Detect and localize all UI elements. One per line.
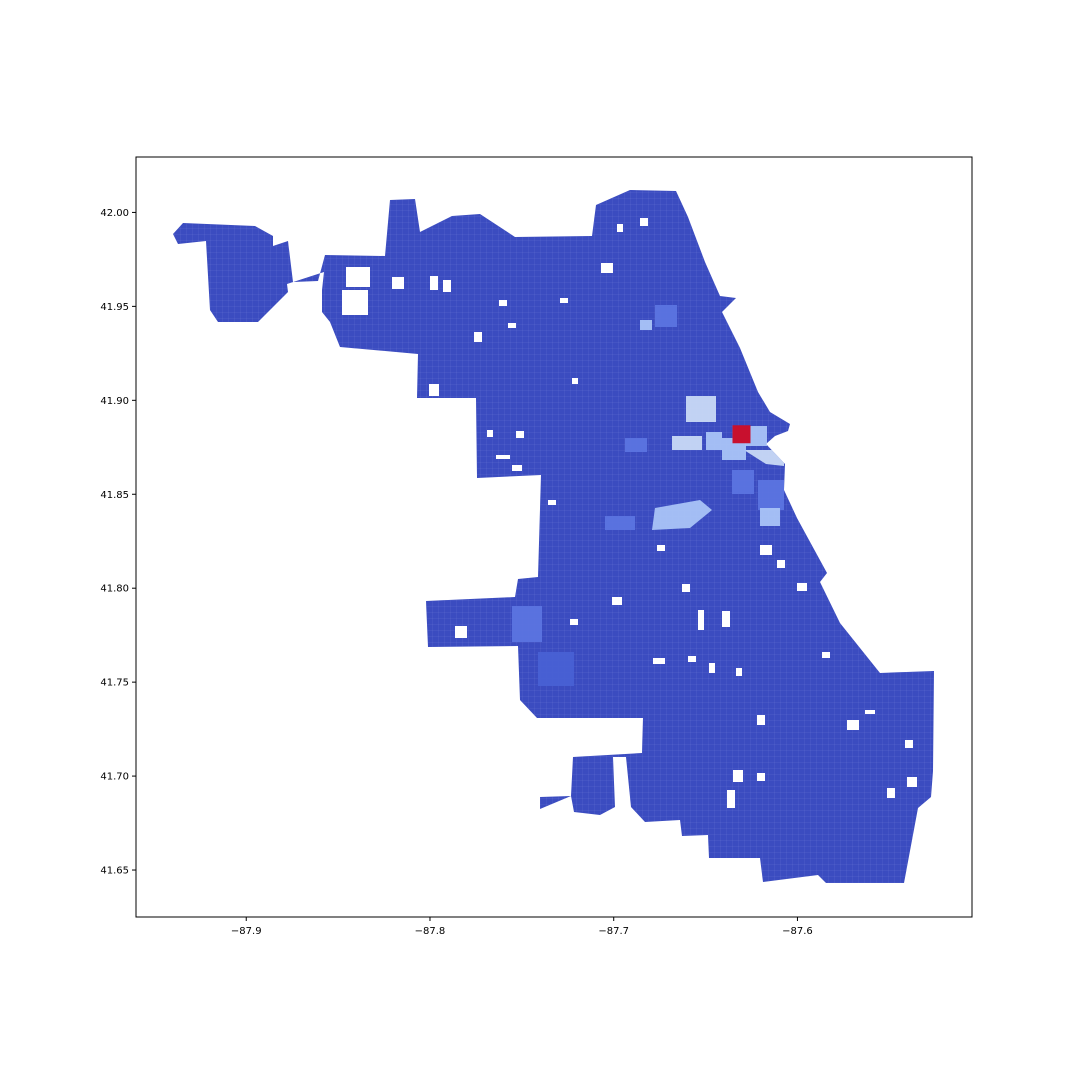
park-gap	[760, 545, 772, 555]
park-gaps	[342, 218, 917, 808]
high-density-tract	[625, 438, 647, 452]
downtown-hotspot-tract	[732, 425, 751, 444]
high-density-tract	[745, 426, 767, 446]
park-gap	[797, 583, 807, 591]
park-gap	[698, 610, 704, 630]
x-tick-label: −87.9	[231, 926, 262, 937]
park-gap	[709, 663, 715, 673]
park-gap	[601, 263, 613, 273]
park-gap	[474, 332, 482, 342]
high-density-tract	[706, 432, 722, 450]
park-gap	[865, 710, 875, 714]
y-tick-label: 41.75	[100, 678, 129, 689]
x-tick-label: −87.6	[782, 926, 813, 937]
park-gap	[907, 777, 917, 787]
park-gap	[657, 545, 665, 551]
park-gap	[905, 740, 913, 748]
high-density-tract	[640, 320, 652, 330]
park-gap	[727, 790, 735, 808]
park-gap	[487, 430, 493, 437]
park-gap	[847, 720, 859, 730]
park-gap	[572, 378, 578, 384]
park-gap	[682, 584, 690, 592]
park-gap	[516, 431, 524, 438]
park-gap	[777, 560, 785, 568]
park-gap	[443, 280, 451, 292]
park-gap	[560, 298, 568, 303]
census-block-grid	[173, 190, 934, 883]
park-gap	[736, 668, 742, 676]
park-gap	[612, 597, 622, 605]
park-gap	[548, 500, 556, 505]
high-density-tract	[760, 508, 780, 526]
park-gap	[887, 788, 895, 798]
high-density-tract	[538, 652, 574, 686]
park-gap	[512, 465, 522, 471]
high-density-tract	[758, 480, 784, 510]
park-gap	[570, 619, 578, 625]
y-tick-label: 41.95	[100, 302, 129, 313]
high-density-tract	[672, 436, 702, 450]
park-gap	[722, 611, 730, 627]
high-density-tract	[744, 450, 784, 466]
y-axis: 41.65 41.70 41.75 41.80 41.85 41.90 41.95 42.00	[100, 208, 136, 877]
park-gap	[757, 773, 765, 781]
y-tick-label: 41.85	[100, 490, 129, 501]
y-tick-label: 42.00	[100, 208, 129, 219]
high-density-tract	[732, 470, 754, 494]
plot-frame	[135, 156, 973, 918]
map-layer	[173, 190, 934, 883]
park-gap	[757, 715, 765, 725]
park-gap	[342, 290, 368, 315]
park-gap	[640, 218, 648, 226]
high-density-tract	[655, 305, 677, 327]
x-tick-label: −87.8	[415, 926, 446, 937]
park-gap	[346, 267, 370, 287]
park-gap	[430, 276, 438, 290]
park-gap	[496, 455, 510, 459]
park-gap	[499, 300, 507, 306]
y-tick-label: 41.65	[100, 866, 129, 877]
y-tick-label: 41.80	[100, 584, 129, 595]
park-gap	[822, 652, 830, 658]
park-gap	[455, 626, 467, 638]
high-density-tract	[722, 438, 746, 460]
park-gap	[508, 323, 516, 328]
high-density-tract	[686, 396, 716, 422]
park-gap	[429, 384, 439, 396]
park-gap	[392, 277, 404, 289]
park-gap	[653, 658, 665, 664]
y-tick-label: 41.90	[100, 396, 129, 407]
park-gap	[688, 656, 696, 662]
y-tick-label: 41.70	[100, 772, 129, 783]
high-density-tract	[512, 606, 542, 642]
x-axis: −87.9 −87.8 −87.7 −87.6	[231, 917, 813, 937]
park-gap	[617, 224, 623, 232]
park-gap	[733, 770, 743, 782]
high-density-tract	[652, 500, 712, 530]
x-tick-label: −87.7	[598, 926, 629, 937]
high-density-tract	[605, 516, 635, 530]
downtown-density-areas	[512, 305, 784, 686]
